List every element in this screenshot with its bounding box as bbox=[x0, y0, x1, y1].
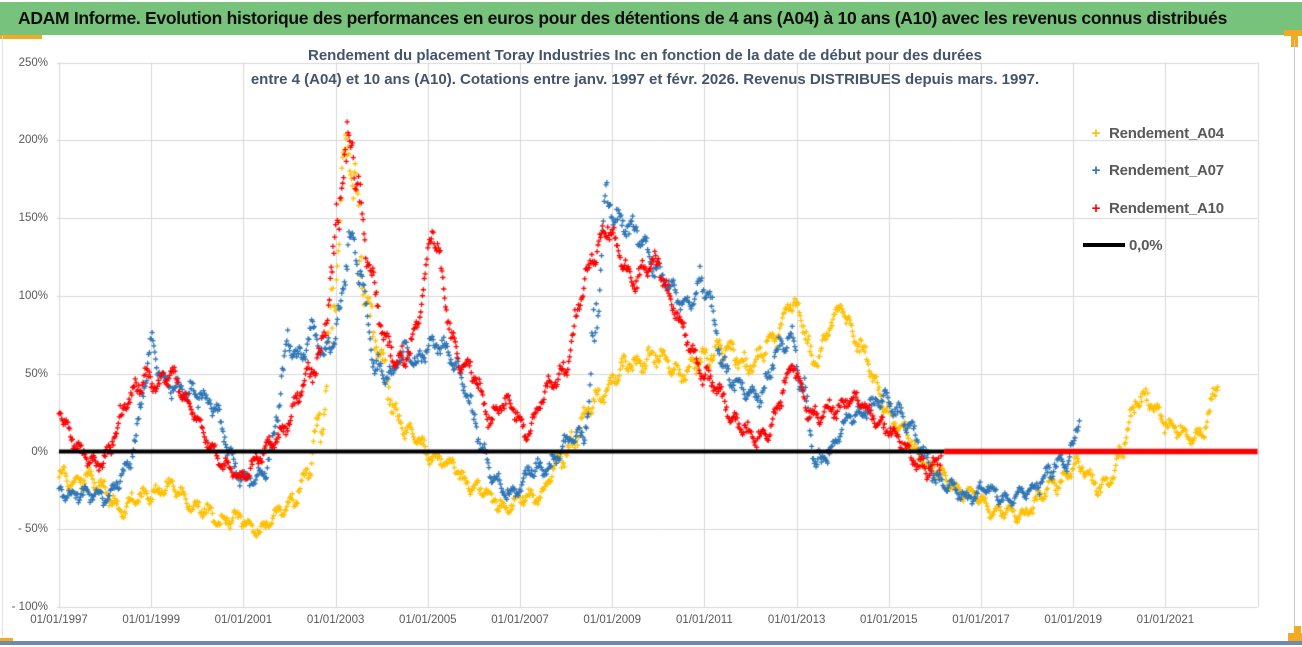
legend-item-zero-line: 0,0% bbox=[1083, 236, 1293, 254]
legend-item-a04: + Rendement_A04 bbox=[1083, 124, 1293, 142]
y-tick: - 100% bbox=[11, 601, 48, 614]
x-tick: 01/01/2019 bbox=[1044, 614, 1102, 626]
x-tick: 01/01/2021 bbox=[1136, 614, 1195, 626]
plus-marker-icon: + bbox=[1091, 161, 1101, 179]
plus-marker-icon: + bbox=[1091, 124, 1101, 142]
chart-title-line2: entre 4 (A04) et 10 ans (A10). Cotations… bbox=[250, 71, 1040, 88]
y-tick: 0% bbox=[31, 445, 48, 458]
x-tick: 01/01/2013 bbox=[767, 614, 826, 626]
y-tick: 200% bbox=[18, 134, 48, 147]
y-tick: 250% bbox=[18, 56, 48, 69]
legend-label: Rendement_A10 bbox=[1109, 199, 1224, 217]
x-tick: 01/01/2007 bbox=[491, 614, 549, 626]
gold-corner-bottom-right-v bbox=[1294, 626, 1301, 641]
bottom-accent-bar bbox=[0, 641, 1302, 645]
x-tick: 01/01/2001 bbox=[214, 614, 273, 626]
chart-frame-right-border bbox=[1294, 40, 1295, 640]
y-tick: 150% bbox=[18, 212, 48, 225]
legend-item-a10: + Rendement_A10 bbox=[1083, 199, 1293, 217]
plus-marker-icon: + bbox=[1091, 199, 1101, 217]
y-tick: 50% bbox=[24, 367, 48, 380]
x-tick: 01/01/2003 bbox=[306, 614, 365, 626]
x-tick: 01/01/2011 bbox=[676, 614, 733, 626]
y-tick: 100% bbox=[18, 289, 48, 302]
zero-line-swatch bbox=[1083, 243, 1125, 247]
legend-label: Rendement_A04 bbox=[1109, 124, 1224, 142]
y-tick: - 50% bbox=[17, 523, 48, 536]
x-tick: 01/01/2009 bbox=[583, 614, 641, 626]
legend-label: 0,0% bbox=[1129, 236, 1163, 254]
legend-item-a07: + Rendement_A07 bbox=[1083, 161, 1293, 179]
chart-title-line1: Rendement du placement Toray Industries … bbox=[307, 47, 982, 64]
chart-frame-left-border bbox=[2, 36, 3, 640]
x-tick: 01/01/1999 bbox=[122, 614, 180, 626]
x-tick: 01/01/2017 bbox=[952, 614, 1010, 626]
legend-label: Rendement_A07 bbox=[1109, 161, 1224, 179]
x-tick: 01/01/2005 bbox=[399, 614, 457, 626]
x-tick: 01/01/1997 bbox=[30, 614, 88, 626]
x-tick: 01/01/2015 bbox=[860, 614, 918, 626]
